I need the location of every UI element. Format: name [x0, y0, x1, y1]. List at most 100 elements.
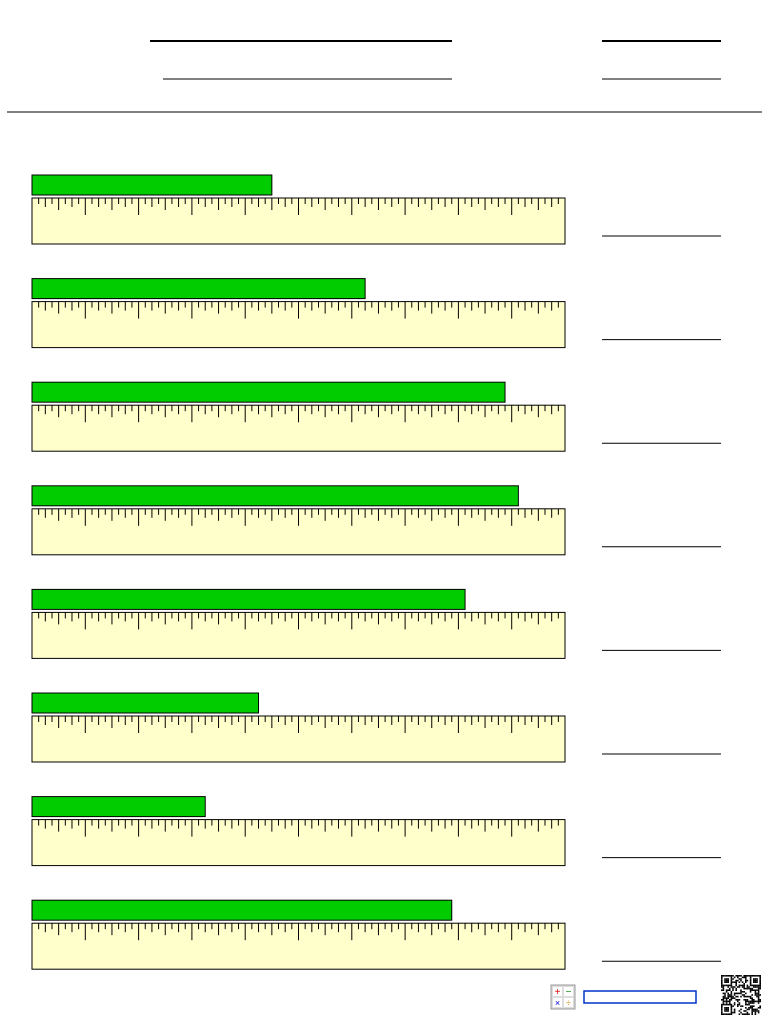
- qr-cell: [725, 991, 728, 993]
- qr-cell: [746, 995, 749, 998]
- qr-cell: [729, 995, 731, 998]
- qr-cell: [746, 999, 749, 1001]
- qr-cell: [727, 984, 729, 987]
- qr-cell: [749, 978, 752, 980]
- qr-cell: [722, 992, 725, 995]
- qr-cell: [732, 1005, 734, 1007]
- qr-cell: [737, 1003, 739, 1006]
- qr-cell: [759, 981, 761, 983]
- qr-cell: [721, 1008, 723, 1011]
- qr-cell: [730, 1007, 733, 1009]
- qr-cell: [737, 976, 739, 979]
- qr-cell: [751, 1005, 753, 1007]
- qr-cell: [751, 989, 753, 991]
- qr-cell: [746, 987, 749, 990]
- qr-cell: [741, 976, 744, 979]
- qr-cell: [748, 995, 750, 998]
- qr-cell: [759, 1000, 761, 1003]
- qr-cell: [727, 978, 729, 980]
- qr-cell: [743, 987, 745, 990]
- qr-cell: [738, 986, 741, 988]
- qr-cell: [749, 983, 752, 985]
- qr-cell: [730, 1010, 733, 1012]
- qr-cell: [733, 986, 736, 988]
- qr-cell: [724, 1007, 726, 1009]
- qr-cell: [737, 992, 739, 995]
- qr-cell: [740, 979, 742, 982]
- qr-cell: [746, 1000, 749, 1003]
- qr-cell: [737, 1005, 739, 1007]
- qr-cell: [757, 991, 760, 993]
- qr-cell: [732, 997, 734, 999]
- qr-cell: [748, 975, 750, 977]
- qr-cell: [738, 999, 741, 1001]
- qr-cell: [724, 992, 726, 995]
- qr-cell: [732, 975, 734, 977]
- qr-cell: [724, 984, 726, 987]
- qr-cell: [725, 1003, 728, 1006]
- qr-cell: [725, 979, 728, 982]
- problem: [31, 692, 721, 763]
- qr-cell: [745, 1013, 747, 1015]
- qr-cell: [724, 995, 726, 998]
- qr-cell: [746, 984, 749, 987]
- qr-cell: [745, 999, 747, 1001]
- qr-cell: [751, 984, 753, 987]
- qr-cell: [725, 978, 728, 980]
- qr-cell: [724, 981, 726, 983]
- qr-cell: [729, 994, 731, 996]
- qr-cell: [749, 975, 752, 977]
- qr-cell: [735, 987, 737, 990]
- qr-cell: [729, 1003, 731, 1006]
- qr-cell: [729, 999, 731, 1001]
- qr-cell: [754, 991, 757, 993]
- qr-cell: [757, 975, 760, 977]
- qr-cell: [753, 979, 755, 982]
- qr-cell: [727, 994, 729, 996]
- qr-cell: [743, 975, 745, 977]
- problem: [31, 588, 721, 659]
- qr-cell: [753, 1000, 755, 1003]
- qr-cell: [727, 1000, 729, 1003]
- qr-cell: [743, 1010, 745, 1012]
- svg-text:+: +: [555, 987, 561, 998]
- qr-cell: [759, 978, 761, 980]
- qr-cell: [753, 1008, 755, 1011]
- qr-cell: [727, 997, 729, 999]
- qr-cell: [724, 1008, 726, 1011]
- qr-cell: [743, 986, 745, 988]
- qr-cell: [729, 989, 731, 991]
- qr-cell: [740, 978, 742, 980]
- qr-cell: [754, 986, 757, 988]
- qr-cell: [757, 1000, 760, 1003]
- site-link[interactable]: [583, 990, 697, 1004]
- qr-cell: [743, 994, 745, 996]
- qr-cell: [740, 992, 742, 995]
- qr-cell: [751, 1011, 753, 1014]
- qr-cell: [740, 989, 742, 991]
- problem: [31, 381, 721, 452]
- qr-cell: [724, 1000, 726, 1003]
- qr-cell: [751, 1007, 753, 1009]
- qr-cell: [756, 986, 758, 988]
- qr-cell: [757, 1010, 760, 1012]
- qr-cell: [722, 989, 725, 991]
- qr-cell: [759, 999, 761, 1001]
- qr-cell: [754, 978, 757, 980]
- qr-cell: [722, 987, 725, 990]
- qr-cell: [753, 989, 755, 991]
- qr-cell: [722, 986, 725, 988]
- qr-cell: [735, 979, 737, 982]
- qr-cell: [730, 995, 733, 998]
- qr-cell: [740, 984, 742, 987]
- qr-cell: [721, 1007, 723, 1009]
- qr-cell: [733, 997, 736, 999]
- qr-cell: [751, 1008, 753, 1011]
- qr-cell: [735, 983, 737, 985]
- qr-cell: [751, 999, 753, 1001]
- qr-cell: [749, 997, 752, 999]
- qr-cell: [745, 992, 747, 995]
- svg-text:×: ×: [555, 998, 560, 1008]
- qr-cell: [725, 975, 728, 977]
- qr-cell: [721, 981, 723, 983]
